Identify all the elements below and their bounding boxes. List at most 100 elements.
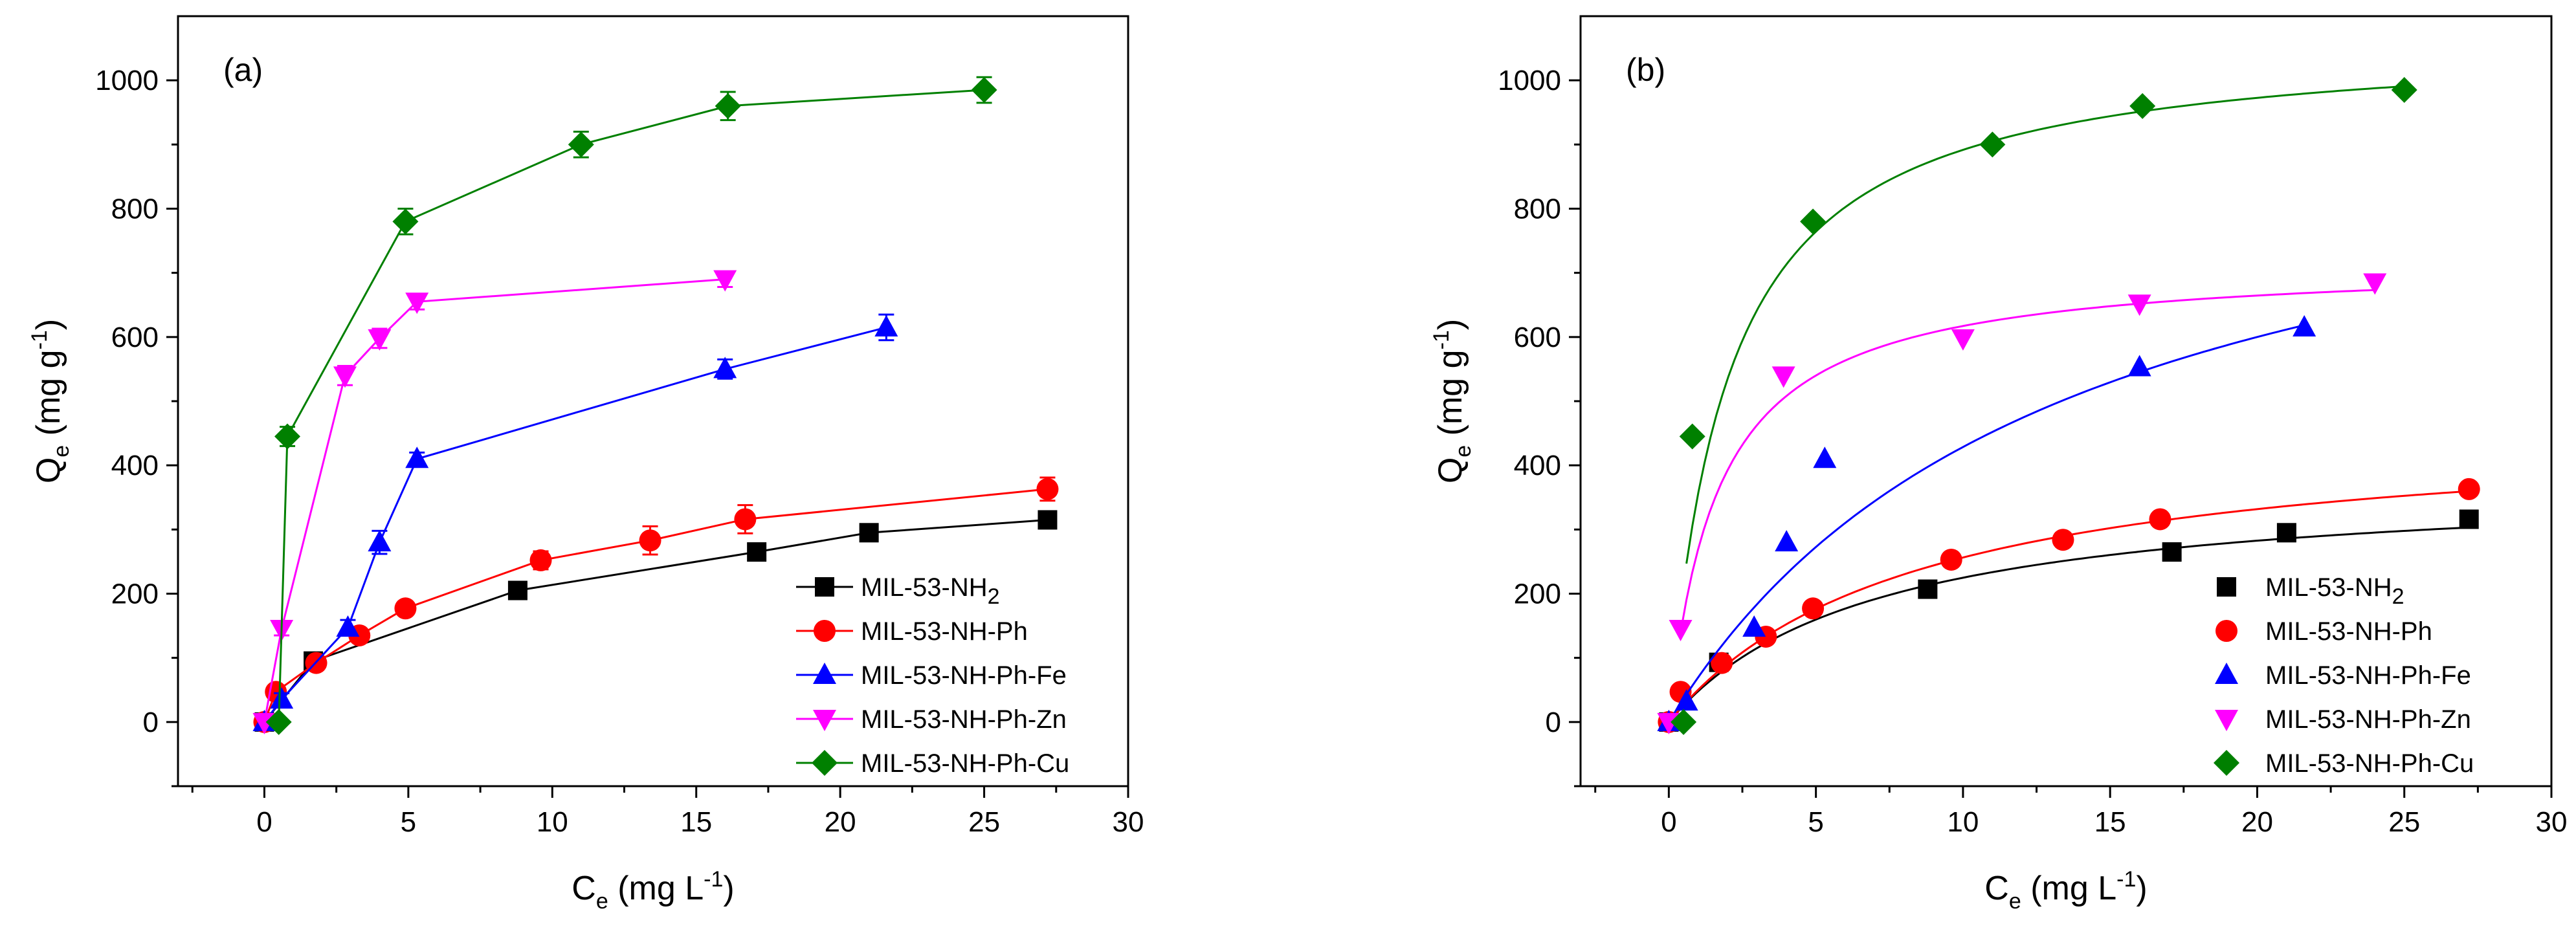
data-point (2129, 93, 2156, 119)
data-point (1674, 689, 1698, 711)
panel-a: 0 5 10 15 20 25 30 0 200 400 600 800 1000 (a) Ce (mg L… (27, 15, 1144, 914)
legend-marker (812, 750, 838, 776)
fit-curve (1685, 85, 2404, 564)
legend-marker (2215, 663, 2238, 684)
legend-item: MIL-53-NH-Ph-Zn (796, 705, 1067, 734)
x-tick-label: 5 (1808, 806, 1823, 838)
data-point (368, 329, 392, 351)
x-tick-label: 0 (256, 806, 272, 838)
data-point (1800, 208, 1827, 235)
y-tick-label: 1000 (95, 65, 159, 96)
x-tick-label: 30 (2536, 806, 2568, 838)
legend-label: MIL-53-NH-Ph-Zn (861, 705, 1067, 734)
x-tick-label: 0 (1661, 806, 1676, 838)
data-point (1979, 131, 2006, 158)
series-1 (253, 476, 1059, 733)
legend-item: MIL-53-NH2 (2217, 573, 2404, 609)
x-tick-label: 20 (2241, 806, 2273, 838)
legend: MIL-53-NH2 MIL-53-NH-Ph MIL-53-NH-Ph-Fe MIL… (2214, 573, 2474, 778)
legend-item: MIL-53-NH-Ph (2215, 617, 2432, 646)
x-tick-label: 30 (1113, 806, 1144, 838)
data-point (1036, 478, 1059, 500)
y-tick-label: 0 (1546, 707, 1561, 738)
data-point (2458, 478, 2480, 500)
fit-curve (1680, 289, 2375, 633)
data-point (639, 529, 661, 552)
legend-marker (815, 577, 834, 597)
legend-item: MIL-53-NH2 (796, 573, 1000, 609)
panel-label: (a) (223, 52, 263, 88)
legend-marker (2215, 710, 2238, 731)
y-tick-label: 600 (1514, 322, 1561, 353)
data-point (1775, 530, 1799, 552)
legend-label: MIL-53-NH-Ph-Cu (861, 749, 1069, 778)
data-point (368, 530, 392, 552)
data-point (2276, 523, 2296, 543)
data-point (1742, 615, 1766, 637)
data-point (2149, 508, 2171, 531)
series-4 (265, 76, 997, 735)
legend-item: MIL-53-NH-Ph-Fe (2215, 661, 2471, 690)
data-point (2363, 273, 2387, 295)
x-axis-title: Ce (mg L-1) (572, 867, 734, 914)
data-point (1940, 548, 1962, 571)
data-point (2127, 355, 2151, 377)
data-point (874, 314, 898, 336)
y-axis-title: Qe (mg g-1) (1429, 319, 1476, 483)
data-point (713, 357, 737, 379)
data-point (971, 77, 997, 104)
data-point (336, 615, 360, 637)
legend-label: MIL-53-NH2 (2265, 573, 2404, 609)
legend-marker (814, 620, 836, 642)
series-3 (252, 270, 737, 734)
legend-marker (813, 710, 836, 731)
panel-label: (b) (1626, 52, 1665, 88)
series-1 (1658, 478, 2480, 733)
data-point (1679, 423, 1705, 450)
data-point (1802, 597, 1825, 620)
x-axis-title: Ce (mg L-1) (1984, 867, 2147, 914)
series-4 (1671, 77, 2417, 735)
data-point (1771, 366, 1795, 388)
y-tick-label: 800 (111, 193, 159, 225)
legend-item: MIL-53-NH-Ph-Fe (796, 661, 1067, 690)
y-tick-label: 200 (1514, 578, 1561, 610)
data-point (2391, 77, 2417, 104)
y-tick-label: 600 (111, 322, 159, 353)
data-point (265, 709, 292, 735)
x-tick-label: 10 (537, 806, 568, 838)
data-point (2052, 529, 2074, 551)
data-point (747, 542, 767, 562)
panel-b: 0 5 10 15 20 25 30 0 200 400 600 800 1000 (b) Ce (mg L… (1429, 15, 2568, 914)
legend-label: MIL-53-NH-Ph-Zn (2265, 705, 2471, 734)
series-line (278, 89, 984, 722)
data-point (274, 423, 301, 450)
series-line (263, 278, 726, 723)
data-point (529, 549, 552, 571)
fit-curve (1668, 324, 2305, 723)
data-point (1038, 510, 1058, 530)
legend-item: MIL-53-NH-Ph-Cu (796, 749, 1069, 778)
x-tick-label: 5 (401, 806, 416, 838)
y-tick-label: 200 (111, 578, 159, 610)
legend-label: MIL-53-NH-Ph (861, 617, 1028, 646)
data-point (333, 366, 357, 388)
legend-marker (813, 663, 836, 684)
legend-label: MIL-53-NH2 (861, 573, 1000, 609)
series-3 (1657, 273, 2387, 734)
data-point (405, 446, 429, 468)
x-tick-label: 15 (2094, 806, 2126, 838)
data-point (2293, 314, 2316, 336)
legend-label: MIL-53-NH-Ph-Fe (2265, 661, 2471, 690)
y-tick-label: 800 (1514, 193, 1561, 225)
fit-curve (1668, 526, 2469, 723)
series-line (263, 326, 887, 723)
legend-marker (2217, 577, 2236, 597)
legend-label: MIL-53-NH-Ph-Fe (861, 661, 1067, 690)
data-point (1671, 709, 1697, 735)
data-point (713, 270, 737, 292)
legend-marker (2215, 620, 2237, 642)
y-tick-label: 0 (143, 707, 159, 738)
data-point (715, 93, 741, 119)
data-point (394, 597, 417, 620)
